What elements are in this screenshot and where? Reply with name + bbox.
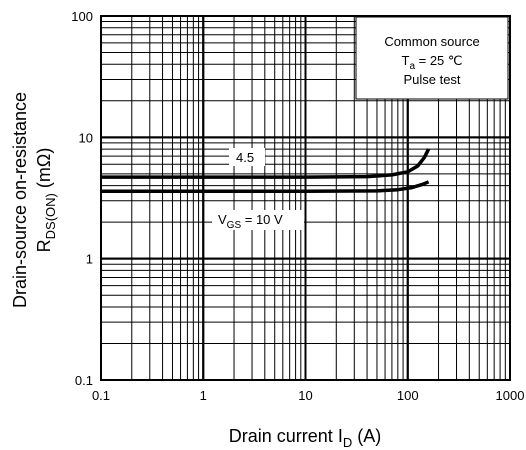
x-axis-label-sub: D [343, 435, 352, 450]
y-axis-label-sub: DS(ON) [43, 193, 58, 239]
y-axis-label-unit: (mΩ) [34, 148, 54, 188]
conditions-t-symbol: T [401, 53, 409, 68]
series-label-4.5-text: 4.5 [236, 150, 254, 165]
y-axis-label: Drain-source on-resistance RDS(ON) (mΩ) [10, 92, 58, 308]
x-tick-label: 100 [397, 388, 419, 403]
vgs-value: = 10 V [241, 212, 283, 227]
x-tick-label: 0.1 [92, 388, 110, 403]
series-line-0 [101, 148, 431, 179]
vgs-sub: GS [227, 220, 242, 231]
series-label-vgs-bg [212, 210, 304, 230]
conditions-line3: Pulse test [403, 72, 460, 87]
series-label-vgs: VGS = 10 V [212, 210, 304, 231]
y-tick-label: 1 [86, 252, 93, 267]
y-axis-label-line2: RDS(ON) (mΩ) [34, 148, 58, 253]
y-tick-label: 10 [79, 130, 93, 145]
series-label-vgs-text: VGS = 10 V [218, 212, 283, 231]
x-axis-label-unit: (A) [357, 426, 381, 446]
y-axis-label-symbol: R [34, 239, 54, 252]
y-tick-label: 100 [71, 9, 93, 24]
x-tick-label: 10 [298, 388, 312, 403]
x-axis-label-main: Drain current [229, 426, 333, 446]
conditions-line1: Common source [384, 34, 479, 49]
vgs-symbol: V [218, 212, 227, 227]
conditions-box-frame [355, 16, 509, 100]
y-axis-label-line1: Drain-source on-resistance [10, 92, 30, 308]
series-group [101, 148, 431, 193]
conditions-t-sub: a [409, 61, 415, 72]
x-axis-label: Drain current ID (A) [229, 426, 381, 450]
conditions-t-value: = 25 ℃ [415, 53, 463, 68]
x-tick-label: 1 [200, 388, 207, 403]
x-axis-label-symbol: I [338, 426, 343, 446]
series-line-1 [101, 180, 430, 193]
tick-labels: 0.1 1 10 100 1000 0.1 1 10 100 [71, 9, 524, 403]
series-label-4.5-bg [229, 148, 265, 166]
grid [100, 15, 511, 381]
x-tick-label: 1000 [496, 388, 525, 403]
plot-frame [100, 15, 511, 381]
conditions-line2: Ta = 25 ℃ [401, 53, 462, 72]
y-tick-label: 0.1 [75, 373, 93, 388]
series-label-4.5: 4.5 [229, 148, 265, 166]
conditions-box: Common source Ta = 25 ℃ Pulse test [355, 16, 509, 100]
